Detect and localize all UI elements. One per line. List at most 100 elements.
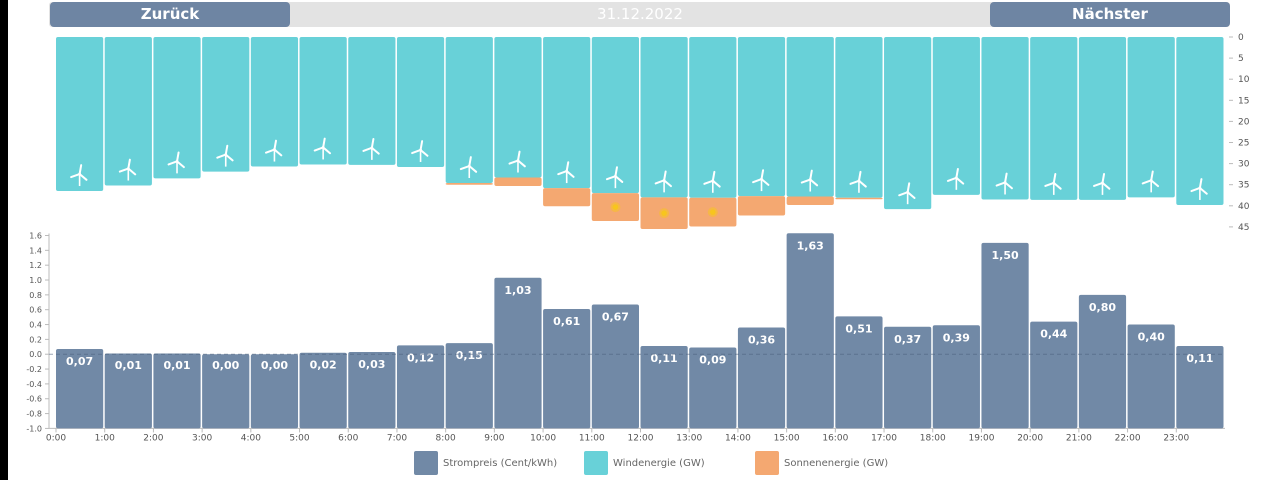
legend-swatch-price — [414, 451, 438, 475]
price-bar — [1078, 294, 1127, 429]
price-bar — [543, 308, 591, 429]
price-x-tick-label: 13:00 — [676, 433, 702, 443]
price-bar-label: 0,36 — [748, 334, 775, 347]
wind-turbine-icon — [508, 150, 526, 173]
wind-bar — [543, 37, 591, 189]
price-bar-label: 1,50 — [991, 249, 1018, 262]
price-y-tick-label: 0.0 — [29, 350, 42, 359]
wind-bar — [981, 37, 1029, 200]
price-x-tick-label: 15:00 — [774, 433, 800, 443]
price-bar — [153, 353, 201, 429]
wind-bar — [56, 37, 104, 192]
price-x-tick-label: 4:00 — [241, 433, 261, 443]
wind-turbine-icon — [1141, 170, 1160, 193]
wind-bar — [932, 37, 980, 195]
wind-turbine-icon — [118, 158, 137, 181]
price-chart: 1.6 1.4 1.2 1.0 0.8 0.6 0.4 0.2 0.0 -0.2 -0.4 -0.6 -… — [26, 232, 1225, 443]
price-y-tick-label: 0.2 — [29, 335, 42, 344]
wind-turbine-icon — [313, 137, 332, 160]
price-bar — [104, 353, 152, 429]
price-bar-label: 0,37 — [894, 333, 921, 346]
wind-bar — [348, 37, 396, 165]
price-x-tick-label: 17:00 — [871, 433, 897, 443]
price-x-tick-label: 19:00 — [968, 433, 994, 443]
price-bar — [591, 304, 639, 429]
price-bar — [250, 354, 299, 429]
price-x-tick-label: 5:00 — [289, 433, 309, 443]
wind-turbine-icon — [849, 170, 867, 193]
price-bar-label: 1,63 — [797, 239, 824, 252]
legend-label-price: Strompreis (Cent/kWh) — [443, 457, 558, 469]
price-bar — [348, 351, 396, 429]
sun-icon — [659, 208, 670, 219]
energy-y-tick-label: 20 — [1238, 117, 1250, 127]
price-x-tick-label: 9:00 — [484, 433, 504, 443]
price-x-tick-label: 3:00 — [192, 433, 212, 443]
energy-y-tick-label: 15 — [1238, 96, 1249, 106]
wind-turbine-icon — [1044, 173, 1062, 195]
price-y-tick-label: 0.8 — [29, 291, 42, 300]
energy-y-tick-label: 45 — [1238, 223, 1249, 233]
price-bar — [1030, 321, 1078, 429]
price-bar-label: 0,40 — [1138, 331, 1165, 344]
wind-bar — [786, 37, 834, 197]
wind-turbine-icon — [362, 138, 380, 160]
price-x-tick-label: 0:00 — [46, 433, 66, 443]
price-bar-label: 0,03 — [358, 358, 385, 371]
price-bar-label: 0,39 — [943, 331, 970, 344]
price-y-tick-label: -0.6 — [26, 395, 42, 404]
price-bar-label: 0,02 — [310, 359, 337, 372]
legend-label-solar: Sonnenenergie (GW) — [784, 457, 889, 469]
price-x-tick-label: 21:00 — [1066, 433, 1092, 443]
price-bar-label: 1,03 — [504, 284, 531, 297]
price-x-tick-label: 10:00 — [530, 433, 556, 443]
wind-bar — [250, 37, 299, 167]
price-bar-label: 0,00 — [261, 359, 288, 372]
price-bar — [932, 325, 980, 429]
price-x-tick-label: 11:00 — [579, 433, 605, 443]
wind-turbine-icon — [459, 156, 478, 179]
price-x-tick-label: 16:00 — [822, 433, 848, 443]
next-button[interactable]: Nächster — [990, 2, 1230, 27]
wind-turbine-icon — [557, 161, 575, 184]
energy-y-tick-label: 5 — [1238, 54, 1244, 64]
price-bar-label: 0,80 — [1089, 301, 1116, 314]
wind-bar — [1127, 37, 1175, 198]
price-y-tick-label: 1.4 — [29, 246, 42, 255]
price-bar — [640, 346, 688, 429]
back-button[interactable]: Zurück — [50, 2, 290, 27]
wind-turbine-icon — [605, 166, 624, 189]
legend-swatch-solar — [755, 451, 779, 475]
price-bar-label: 0,01 — [115, 359, 142, 372]
wind-turbine-icon — [216, 144, 234, 167]
wind-turbine-icon — [703, 170, 721, 193]
wind-turbine-icon — [70, 164, 88, 187]
price-bar — [1176, 346, 1224, 429]
energy-y-tick-label: 0 — [1238, 33, 1244, 43]
wind-turbine-icon — [264, 139, 283, 162]
price-bar — [396, 345, 445, 429]
wind-bar — [445, 37, 493, 184]
wind-bar — [737, 37, 786, 197]
price-x-tick-label: 20:00 — [1017, 433, 1043, 443]
legend-item-solar: Sonnenenergie (GW) — [755, 451, 888, 475]
wind-bar — [1030, 37, 1078, 200]
price-bar-label: 0,44 — [1040, 328, 1067, 341]
current-date: 31.12.2022 — [597, 5, 683, 23]
price-bar-label: 0,01 — [163, 359, 190, 372]
wind-bar — [202, 37, 250, 172]
legend-item-wind: Windenergie (GW) — [584, 451, 705, 475]
wind-turbine-icon — [995, 172, 1013, 195]
price-y-tick-label: 1.6 — [29, 232, 42, 241]
price-bar — [202, 354, 250, 429]
price-x-tick-label: 2:00 — [143, 433, 163, 443]
price-bar — [981, 242, 1029, 429]
price-bar — [1127, 324, 1175, 429]
price-bar — [786, 233, 834, 429]
price-y-tick-label: 0.4 — [29, 321, 42, 330]
price-x-tick-label: 12:00 — [628, 433, 654, 443]
wind-bar — [299, 37, 347, 165]
price-x-tick-label: 22:00 — [1115, 433, 1141, 443]
wind-bar — [153, 37, 201, 179]
